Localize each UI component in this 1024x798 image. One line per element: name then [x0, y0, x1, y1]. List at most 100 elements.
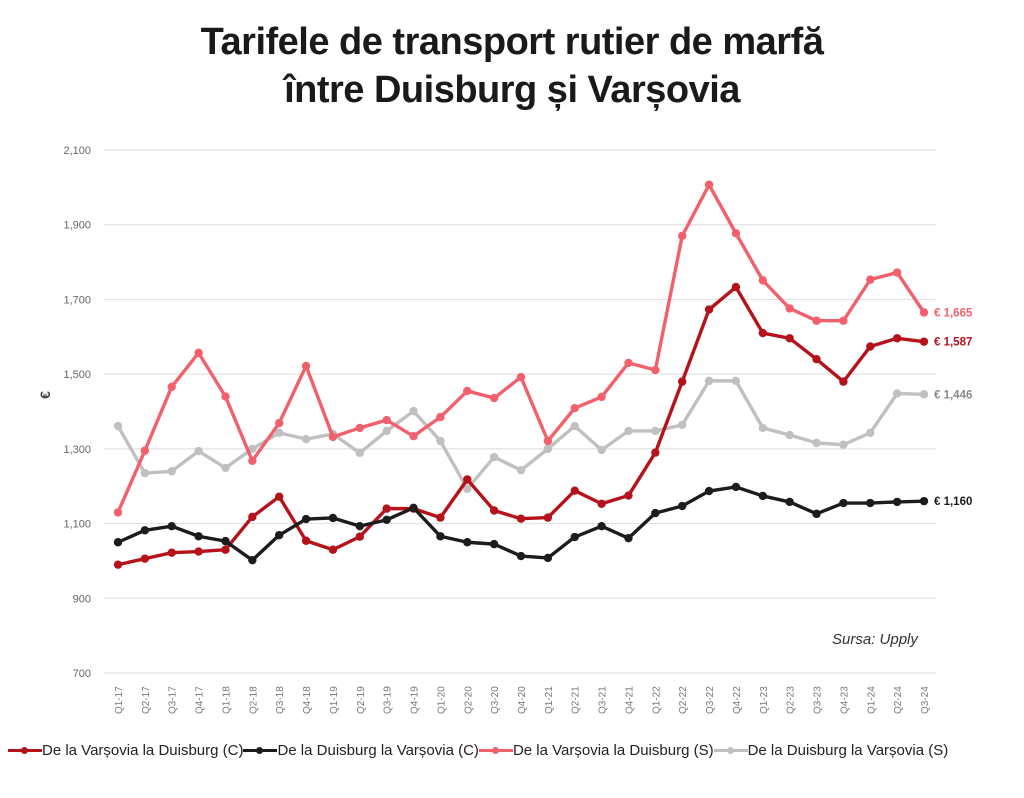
- data-point: [301, 536, 311, 545]
- x-tick-label: Q1-19: [329, 686, 340, 714]
- x-tick-label: Q1-22: [651, 686, 662, 714]
- x-tick-label: Q1-23: [759, 686, 770, 714]
- data-point: [919, 308, 929, 317]
- legend-item[interactable]: De la Varșovia la Duisburg (C): [8, 742, 243, 759]
- data-point: [704, 376, 714, 386]
- x-tick-label: Q1-20: [436, 686, 447, 714]
- data-point: [355, 532, 364, 541]
- data-point: [489, 539, 499, 549]
- data-point: [839, 377, 848, 386]
- y-tick-label: 1,700: [63, 294, 91, 306]
- data-point: [489, 506, 499, 515]
- data-point: [463, 538, 472, 547]
- x-tick-label: Q2-24: [893, 686, 904, 714]
- end-value-label: € 1,665: [934, 308, 973, 320]
- data-point: [301, 514, 311, 524]
- y-tick-label: 1,300: [63, 444, 91, 456]
- data-point: [892, 389, 902, 398]
- data-point: [194, 547, 203, 556]
- data-point: [731, 376, 741, 386]
- data-point: [248, 444, 257, 454]
- y-tick-label: 1,100: [63, 519, 91, 531]
- legend-item[interactable]: De la Varșovia la Duisburg (S): [478, 741, 714, 759]
- data-point: [221, 545, 230, 554]
- data-point: [758, 491, 767, 501]
- data-point: [570, 403, 579, 413]
- data-point: [409, 406, 418, 416]
- x-tick-label: Q2-19: [356, 686, 367, 714]
- data-point: [919, 496, 929, 506]
- data-point: [812, 509, 821, 519]
- data-point: [704, 486, 714, 496]
- data-point: [167, 548, 176, 557]
- x-tick-label: Q2-22: [678, 686, 689, 714]
- data-point: [516, 551, 526, 561]
- y-tick-label: 1,900: [63, 220, 91, 232]
- x-tick-label: Q3-20: [490, 686, 501, 714]
- data-point: [382, 426, 391, 436]
- data-point: [892, 497, 902, 507]
- x-tick-label: Q2-23: [786, 686, 797, 714]
- data-point: [866, 342, 875, 351]
- x-tick-label: Q4-18: [302, 686, 313, 714]
- legend-item[interactable]: De la Duisburg la Varșovia (C): [243, 742, 479, 759]
- gridlines: [104, 149, 936, 674]
- x-tick-label: Q4-23: [839, 686, 850, 714]
- data-point: [436, 412, 445, 422]
- x-tick-label: Q2-21: [571, 686, 582, 714]
- x-tick-label: Q3-21: [598, 686, 609, 714]
- data-point: [355, 521, 364, 531]
- legend-label: De la Duisburg la Varșovia (S): [747, 741, 949, 759]
- legend-label: De la Varșovia la Duisburg (C): [42, 741, 244, 759]
- x-tick-label: Q2-18: [248, 686, 259, 714]
- data-point: [839, 498, 848, 508]
- data-point: [194, 446, 203, 456]
- y-tick-label: 700: [73, 668, 91, 680]
- data-point: [382, 504, 391, 513]
- data-point: [328, 545, 338, 554]
- data-point: [167, 467, 176, 476]
- legend-item[interactable]: De la Duisburg la Varșovia (S): [713, 741, 949, 759]
- data-point: [409, 503, 418, 513]
- data-point: [221, 536, 230, 546]
- data-point: [140, 526, 150, 535]
- x-tick-label: Q2-17: [141, 686, 152, 714]
- legend-swatch-icon: [8, 743, 42, 757]
- data-point: [113, 538, 123, 547]
- data-point: [624, 358, 633, 368]
- data-point: [140, 446, 150, 455]
- series-2: [113, 482, 929, 565]
- data-point: [463, 386, 472, 396]
- data-point: [731, 229, 741, 238]
- x-tick-label: Q4-17: [195, 686, 206, 714]
- data-point: [597, 392, 606, 402]
- x-tick-label: Q4-19: [410, 686, 421, 714]
- data-point: [167, 521, 176, 531]
- data-point: [758, 423, 767, 433]
- data-point: [113, 508, 123, 517]
- data-point: [624, 426, 633, 436]
- data-point: [436, 513, 445, 522]
- data-point: [489, 393, 499, 403]
- data-point: [570, 486, 579, 495]
- data-point: [839, 316, 848, 325]
- end-value-label: € 1,587: [934, 337, 972, 349]
- data-point: [731, 282, 741, 292]
- legend: De la Varșovia la Duisburg (C) De la Duis…: [8, 738, 1018, 762]
- y-tick-label: 1,500: [63, 369, 91, 381]
- data-point: [516, 372, 526, 382]
- data-point: [678, 231, 687, 241]
- data-point: [919, 390, 929, 399]
- data-point: [436, 532, 445, 541]
- y-axis-ticks: 700 900 1,100 1,300 1,500 1,700 1,900 2,100: [63, 145, 91, 680]
- data-point: [812, 438, 821, 448]
- y-tick-label: 2,100: [63, 145, 91, 157]
- legend-swatch-icon: [243, 743, 278, 757]
- data-point: [221, 392, 230, 401]
- legend-label: De la Varșovia la Duisburg (S): [512, 741, 714, 759]
- data-point: [113, 421, 123, 431]
- x-tick-label: Q4-20: [517, 686, 528, 714]
- data-point: [194, 532, 203, 541]
- y-tick-label: 900: [73, 593, 91, 605]
- data-point: [436, 436, 445, 446]
